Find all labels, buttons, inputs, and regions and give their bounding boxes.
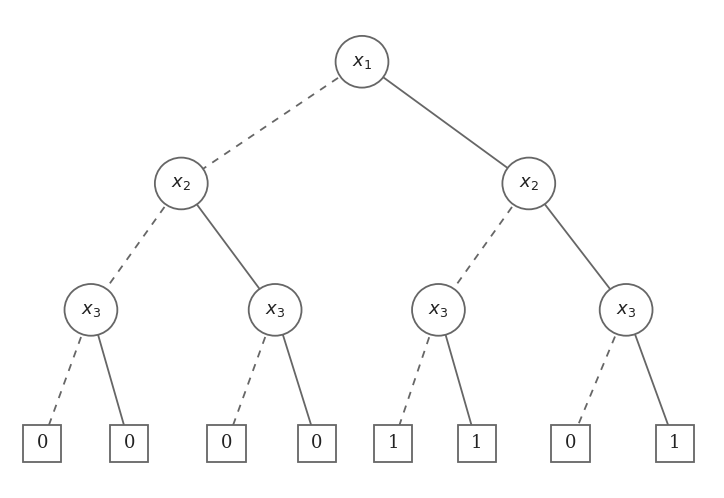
Text: $x_3$: $x_3$ bbox=[265, 301, 285, 319]
Text: $x_3$: $x_3$ bbox=[429, 301, 448, 319]
Text: $x_3$: $x_3$ bbox=[616, 301, 636, 319]
Ellipse shape bbox=[502, 157, 555, 209]
Text: 0: 0 bbox=[123, 434, 135, 452]
Ellipse shape bbox=[155, 157, 208, 209]
Ellipse shape bbox=[336, 36, 388, 88]
FancyBboxPatch shape bbox=[298, 425, 336, 462]
FancyBboxPatch shape bbox=[110, 425, 148, 462]
FancyBboxPatch shape bbox=[374, 425, 413, 462]
Text: $x_3$: $x_3$ bbox=[81, 301, 101, 319]
Text: $x_2$: $x_2$ bbox=[519, 174, 539, 192]
Text: 0: 0 bbox=[221, 434, 232, 452]
Ellipse shape bbox=[412, 284, 465, 336]
Text: 0: 0 bbox=[36, 434, 48, 452]
Text: 0: 0 bbox=[311, 434, 323, 452]
Ellipse shape bbox=[249, 284, 301, 336]
Text: $x_1$: $x_1$ bbox=[352, 53, 372, 71]
Text: 1: 1 bbox=[669, 434, 681, 452]
FancyBboxPatch shape bbox=[207, 425, 245, 462]
FancyBboxPatch shape bbox=[458, 425, 496, 462]
Text: 1: 1 bbox=[471, 434, 482, 452]
Ellipse shape bbox=[64, 284, 117, 336]
Ellipse shape bbox=[599, 284, 652, 336]
FancyBboxPatch shape bbox=[23, 425, 62, 462]
FancyBboxPatch shape bbox=[656, 425, 694, 462]
Text: $x_2$: $x_2$ bbox=[172, 174, 191, 192]
FancyBboxPatch shape bbox=[552, 425, 589, 462]
Text: 0: 0 bbox=[565, 434, 576, 452]
Text: 1: 1 bbox=[387, 434, 399, 452]
